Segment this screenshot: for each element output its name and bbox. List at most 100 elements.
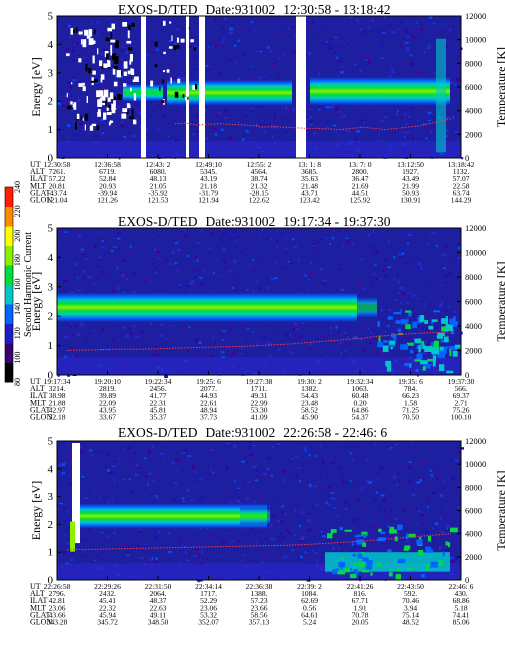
speckle bbox=[157, 257, 161, 260]
speckle bbox=[193, 269, 196, 272]
ephemeris-row-label: GLON bbox=[30, 413, 52, 422]
speckle bbox=[426, 47, 430, 50]
speckle bbox=[425, 137, 428, 140]
speckle bbox=[118, 132, 122, 134]
speckle bbox=[424, 50, 426, 54]
noise-blob bbox=[106, 53, 109, 60]
noise-blob bbox=[113, 100, 116, 107]
speckle bbox=[347, 126, 350, 129]
temperature-tick-label: 2000 bbox=[465, 129, 482, 139]
temperature-axis-title: Temperature [K] bbox=[494, 261, 505, 341]
precipitation-patch bbox=[331, 529, 337, 533]
speckle bbox=[334, 507, 336, 509]
speckle bbox=[335, 325, 338, 329]
speckle bbox=[304, 551, 307, 554]
speckle bbox=[144, 475, 149, 479]
speckle bbox=[411, 488, 413, 491]
speckle bbox=[454, 131, 459, 133]
speckle bbox=[212, 471, 215, 474]
speckle bbox=[225, 466, 229, 470]
speckle bbox=[342, 480, 345, 484]
ephemeris-value: 50.93 bbox=[402, 188, 419, 197]
speckle bbox=[277, 518, 279, 522]
ephemeris-value: -31.79 bbox=[199, 188, 219, 197]
speckle bbox=[307, 278, 310, 281]
noise-blob bbox=[108, 121, 111, 126]
precipitation-patch bbox=[416, 353, 423, 360]
noise-blob bbox=[97, 111, 101, 117]
speckle bbox=[250, 483, 252, 485]
speckle bbox=[117, 463, 122, 465]
speckle bbox=[370, 281, 372, 284]
speckle bbox=[137, 469, 140, 471]
speckle bbox=[158, 530, 161, 533]
speckle bbox=[360, 119, 364, 122]
speckle bbox=[344, 350, 347, 352]
speckle bbox=[320, 355, 324, 358]
speckle bbox=[338, 135, 340, 137]
noise-blob bbox=[169, 21, 172, 24]
speckle bbox=[262, 237, 265, 240]
ephemeris-value: 42.81 bbox=[49, 596, 66, 605]
speckle bbox=[147, 449, 151, 453]
speckle bbox=[191, 464, 195, 468]
speckle bbox=[123, 448, 126, 451]
precipitation-patch bbox=[418, 550, 424, 556]
speckle bbox=[334, 36, 338, 39]
ephemeris-value: 45.41 bbox=[99, 596, 116, 605]
time-tick-label: 22:41:26 bbox=[347, 582, 374, 591]
ephemeris-row-label: UT bbox=[30, 160, 41, 169]
noise-blob bbox=[131, 108, 134, 116]
ephemeris-value: 33.67 bbox=[99, 413, 116, 422]
speckle bbox=[448, 272, 451, 275]
temperature-tick-label: 4000 bbox=[465, 106, 482, 116]
ephemeris-value: 39.89 bbox=[99, 391, 116, 400]
speckle bbox=[450, 81, 454, 84]
ephemeris-value: 357.13 bbox=[249, 618, 270, 627]
noise-blob bbox=[92, 55, 95, 64]
speckle bbox=[112, 237, 115, 240]
precipitation-patch bbox=[344, 568, 351, 573]
ephemeris-value: 54.43 bbox=[301, 391, 318, 400]
speckle bbox=[289, 262, 293, 264]
spectrogram-panel-2: EXOS-D/TED Date:931002 19:17:34 - 19:37:30… bbox=[29, 214, 505, 422]
speckle bbox=[255, 51, 258, 53]
title-instrument: EXOS-D/TED bbox=[118, 214, 198, 229]
speckle bbox=[207, 69, 212, 71]
speckle bbox=[196, 259, 199, 262]
ephemeris-value: 0.20 bbox=[353, 398, 366, 407]
speckle bbox=[81, 253, 86, 256]
speckle bbox=[164, 441, 166, 444]
speckle bbox=[121, 48, 124, 52]
speckle bbox=[92, 454, 94, 457]
speckle bbox=[282, 125, 285, 127]
precipitation-patch bbox=[398, 558, 406, 561]
speckle bbox=[272, 62, 276, 65]
noise-blob bbox=[128, 47, 133, 51]
speckle bbox=[435, 477, 439, 480]
noise-blob bbox=[66, 53, 70, 57]
speckle bbox=[394, 279, 397, 281]
precipitation-patch bbox=[353, 562, 358, 565]
speckle bbox=[274, 277, 278, 279]
speckle bbox=[217, 114, 219, 117]
speckle bbox=[424, 465, 426, 469]
speckle bbox=[301, 321, 305, 324]
noise-blob bbox=[99, 60, 103, 67]
speckle bbox=[64, 520, 67, 522]
speckle bbox=[109, 113, 111, 117]
speckle bbox=[360, 520, 362, 522]
time-tick-label: 13: 1: 8 bbox=[298, 160, 321, 169]
ephemeris-value: 3.94 bbox=[404, 603, 417, 612]
speckle bbox=[443, 487, 446, 489]
speckle bbox=[86, 528, 91, 531]
saturation-spike bbox=[70, 521, 75, 552]
precipitation-patch bbox=[385, 360, 392, 367]
speckle bbox=[101, 459, 103, 463]
speckle bbox=[406, 50, 410, 52]
speckle bbox=[72, 77, 74, 79]
speckle bbox=[114, 479, 116, 482]
speckle bbox=[193, 544, 195, 548]
noise-blob bbox=[103, 89, 109, 98]
speckle bbox=[281, 510, 284, 514]
